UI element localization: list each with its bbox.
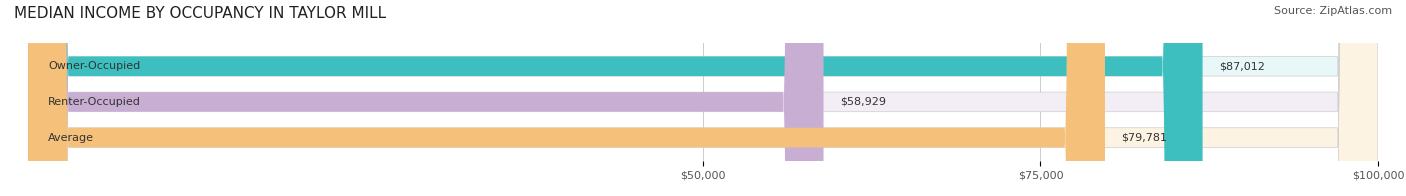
Text: Renter-Occupied: Renter-Occupied bbox=[48, 97, 141, 107]
Text: Owner-Occupied: Owner-Occupied bbox=[48, 61, 141, 71]
Text: Source: ZipAtlas.com: Source: ZipAtlas.com bbox=[1274, 6, 1392, 16]
Text: Average: Average bbox=[48, 132, 94, 142]
Text: $87,012: $87,012 bbox=[1219, 61, 1264, 71]
FancyBboxPatch shape bbox=[28, 0, 1378, 196]
FancyBboxPatch shape bbox=[28, 0, 824, 196]
FancyBboxPatch shape bbox=[28, 0, 1378, 196]
FancyBboxPatch shape bbox=[28, 0, 1202, 196]
Text: $58,929: $58,929 bbox=[839, 97, 886, 107]
FancyBboxPatch shape bbox=[28, 0, 1378, 196]
FancyBboxPatch shape bbox=[28, 0, 1105, 196]
Text: $79,781: $79,781 bbox=[1121, 132, 1167, 142]
Text: MEDIAN INCOME BY OCCUPANCY IN TAYLOR MILL: MEDIAN INCOME BY OCCUPANCY IN TAYLOR MIL… bbox=[14, 6, 387, 21]
